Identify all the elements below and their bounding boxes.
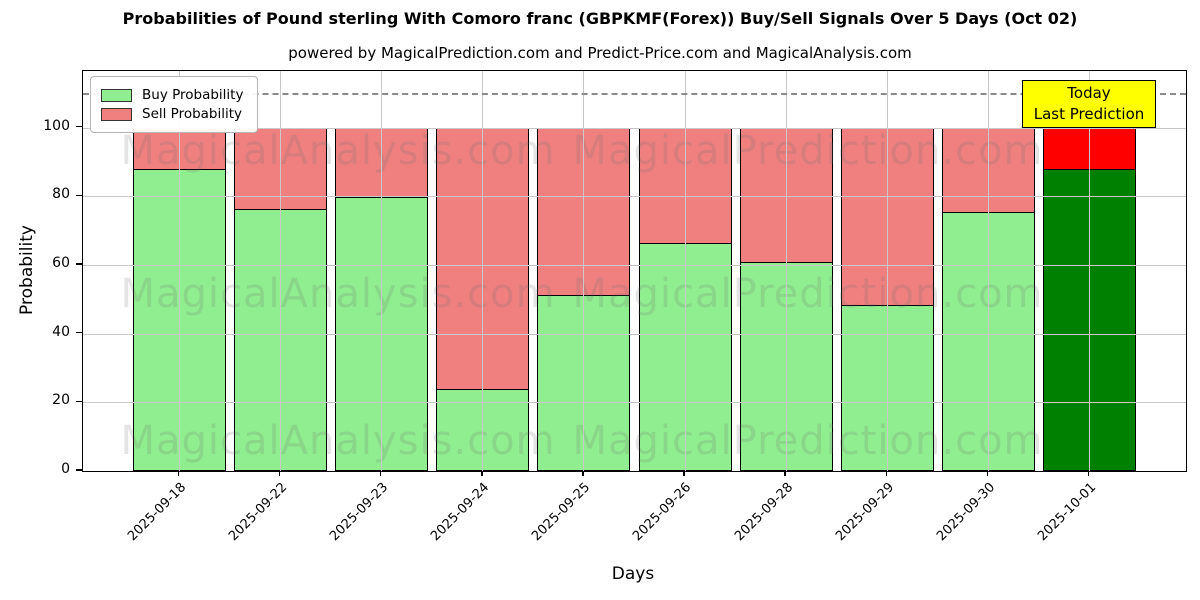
x-tick-label: 2025-09-18 [125,480,190,545]
watermark-text: MagicalPrediction.com [572,418,1044,464]
x-tick-mark [1087,470,1090,476]
legend-item-buy: Buy Probability [101,87,243,103]
x-tick-label: 2025-09-23 [327,480,392,545]
x-tick-mark [784,470,786,476]
x-tick-mark [683,470,685,476]
x-tick-mark [986,470,989,476]
chart-title: Probabilities of Pound sterling With Com… [122,9,1078,28]
legend-item-sell: Sell Probability [101,106,243,122]
h-gridline [83,333,1186,335]
y-tick-mark [76,469,82,471]
x-tick-mark [885,470,887,476]
v-gridline [280,71,282,471]
y-tick-label: 20 [52,392,70,409]
y-tick-mark [76,400,82,403]
legend-swatch-sell [101,107,132,121]
legend-label-sell: Sell Probability [142,106,243,122]
watermark-text: MagicalPrediction.com [572,128,1044,174]
chart-subtitle: powered by MagicalPrediction.com and Pre… [288,44,912,62]
x-tick-mark [278,470,281,476]
x-tick-mark [481,470,483,476]
v-gridline [1089,71,1090,471]
y-tick-mark [76,194,82,196]
threshold-dashed-line [83,93,1186,96]
v-gridline [886,71,888,471]
y-tick-label: 100 [43,117,70,134]
x-tick-mark [177,470,180,476]
v-gridline [179,71,180,471]
x-tick-label: 2025-10-01 [1035,480,1100,545]
h-gridline [83,127,1186,129]
x-tick-mark [582,470,584,476]
y-tick-label: 80 [52,186,70,203]
y-tick-mark [76,263,82,265]
x-tick-label: 2025-09-28 [731,480,796,545]
h-gridline [83,264,1186,266]
x-tick-mark [380,470,382,476]
v-gridline [482,71,484,471]
y-tick-label: 60 [52,254,70,271]
today-annotation-line2: Last Prediction [1033,105,1145,123]
x-tick-label: 2025-09-25 [529,480,594,545]
x-axis-label: Days [611,564,655,584]
v-gridline [684,71,686,471]
x-tick-label: 2025-09-30 [933,480,998,545]
v-gridline [785,71,787,471]
watermark-text: MagicalAnalysis.com [120,418,556,464]
y-tick-mark [76,125,82,128]
plot-area: MagicalAnalysis.com MagicalPrediction.com… [82,70,1187,472]
today-annotation-box: Today Last Prediction [1022,80,1156,128]
v-gridline [381,71,383,471]
x-tick-label: 2025-09-24 [428,480,493,545]
today-annotation-line1: Today [1067,84,1111,102]
h-gridline [83,196,1186,198]
x-tick-label: 2025-09-29 [832,480,897,545]
legend-swatch-buy [101,88,132,102]
watermark-text: MagicalAnalysis.com [120,128,556,174]
watermark-text: MagicalAnalysis.com [120,271,556,317]
v-gridline [583,71,585,471]
y-axis-label: Probability [17,225,37,315]
h-gridline [83,402,1186,404]
legend-label-buy: Buy Probability [142,87,244,103]
y-tick-label: 40 [52,323,70,340]
y-tick-label: 0 [61,461,70,477]
v-gridline [987,71,989,471]
x-tick-label: 2025-09-22 [226,480,291,545]
y-tick-mark [76,331,82,334]
legend: Buy Probability Sell Probability [90,76,259,133]
watermark-text: MagicalPrediction.com [572,271,1044,317]
x-tick-label: 2025-09-26 [630,480,695,545]
